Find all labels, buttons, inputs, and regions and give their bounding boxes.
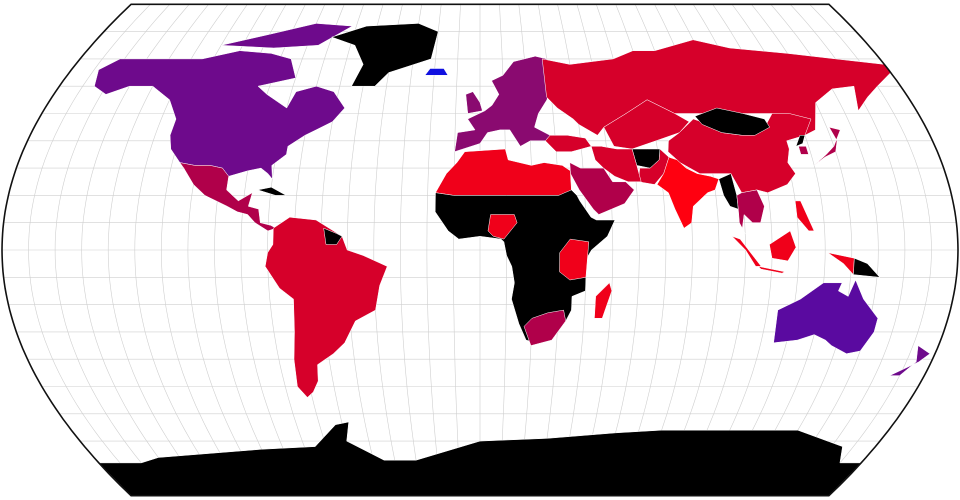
countries-layer xyxy=(94,23,931,496)
region-madagascar[interactable] xyxy=(594,282,613,319)
region-greenland[interactable] xyxy=(331,23,439,87)
region-cuba[interactable] xyxy=(257,186,287,196)
region-sub-saharan-africa[interactable] xyxy=(434,189,616,344)
region-iran[interactable] xyxy=(590,146,642,183)
region-papua-new-guinea[interactable] xyxy=(853,257,880,278)
region-russia[interactable] xyxy=(541,39,891,136)
region-java[interactable] xyxy=(758,266,785,274)
region-sumatra[interactable] xyxy=(731,236,762,267)
region-japan[interactable] xyxy=(813,126,841,166)
region-new-zealand[interactable] xyxy=(889,345,931,376)
region-southern-africa[interactable] xyxy=(523,309,566,346)
region-kazakhstan[interactable] xyxy=(603,99,690,150)
region-antarctica[interactable] xyxy=(98,421,862,496)
region-north-america[interactable] xyxy=(94,50,345,180)
region-arctic-islands[interactable] xyxy=(220,23,353,49)
region-guianas[interactable] xyxy=(323,227,343,245)
region-nigeria[interactable] xyxy=(487,214,518,240)
region-south-korea[interactable] xyxy=(798,146,809,155)
region-arabia[interactable] xyxy=(569,162,635,215)
region-australia[interactable] xyxy=(773,279,879,354)
region-indochina[interactable] xyxy=(736,189,765,234)
region-south-america[interactable] xyxy=(264,216,388,398)
region-north-africa[interactable] xyxy=(435,148,578,196)
region-india[interactable] xyxy=(656,156,720,229)
region-turkey[interactable] xyxy=(545,135,592,152)
map-outline xyxy=(1,3,959,497)
region-mexico-central-america[interactable] xyxy=(179,162,277,232)
region-borneo[interactable] xyxy=(769,230,797,262)
region-uk[interactable] xyxy=(465,91,483,114)
region-mongolia[interactable] xyxy=(694,107,770,136)
region-north-korea[interactable] xyxy=(795,135,806,147)
region-west-papua[interactable] xyxy=(827,252,855,275)
region-philippines[interactable] xyxy=(794,200,815,232)
region-east-africa[interactable] xyxy=(559,238,590,281)
region-iceland[interactable] xyxy=(424,68,449,76)
